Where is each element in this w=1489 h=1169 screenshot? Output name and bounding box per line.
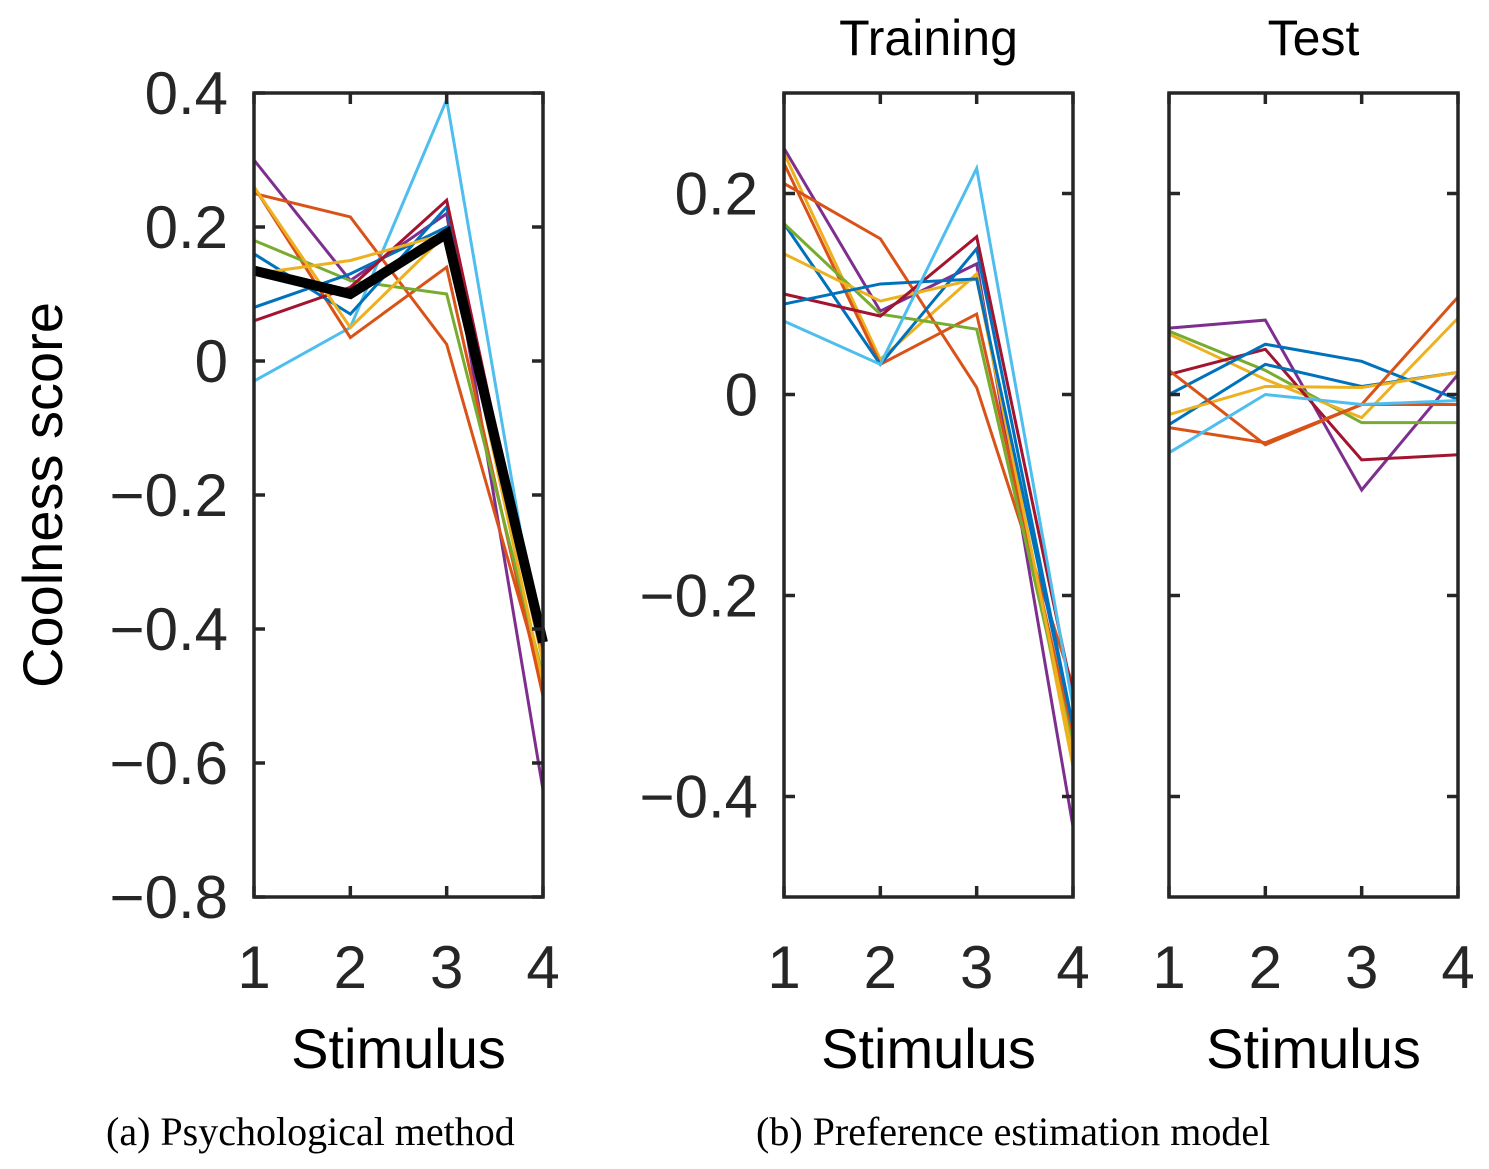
y-axis-label: Coolness score [11,302,74,688]
ytick-label: −0.6 [110,730,228,797]
series-line-training-s4 [783,182,1075,687]
ytick-label: −0.8 [110,864,228,931]
ytick-label: 0 [725,362,758,429]
xtick-label: 2 [334,934,367,1001]
series-line-training-s7 [783,252,1075,757]
ytick-label: 0.2 [145,194,228,261]
x-axis-label: Stimulus [291,1017,506,1080]
ytick-label: 0 [195,328,228,395]
chart-title: Training [839,10,1018,66]
xtick-label: 4 [1441,934,1474,1001]
xtick-label: 3 [430,934,463,1001]
caption-a: (a) Psychological method [106,1109,515,1154]
axes-box-test [1167,91,1460,899]
series-line-training-s10 [783,163,1075,707]
ytick-label: 0.4 [145,60,228,127]
series-line-training-s1 [782,147,1075,827]
series-line-training-s6 [782,222,1075,747]
xtick-label: 4 [1056,934,1089,1001]
xtick-label: 3 [1345,934,1378,1001]
xtick-label: 1 [767,934,800,1001]
series-line-psych-s5 [253,239,545,677]
series-line-test-s7 [1168,370,1459,417]
series-line-psych-s7 [253,224,545,643]
series-line-test-s5 [1168,342,1459,401]
axes-box-training [782,91,1075,899]
ytick-label: −0.2 [640,563,758,630]
series-line-psych-s2 [253,94,545,663]
ytick-label: −0.2 [110,462,228,529]
x-axis-label: Stimulus [821,1017,1036,1080]
x-axis-label: Stimulus [1206,1017,1421,1080]
xtick-label: 2 [1249,934,1282,1001]
series-line-psych-mean [252,225,548,644]
series-line-test-s4 [1168,347,1459,462]
ytick-label: −0.4 [110,596,228,663]
xtick-label: 4 [526,934,559,1001]
series-line-test-s10 [1168,392,1459,455]
caption-b: (b) Preference estimation model [756,1109,1271,1154]
ytick-label: −0.4 [640,764,758,831]
series-line-test-s9 [1168,403,1458,445]
series-line-test-s2 [1168,329,1458,425]
xtick-label: 2 [864,934,897,1001]
ytick-label: 0.2 [675,161,758,228]
xtick-label: 1 [1152,934,1185,1001]
series-line-psych-s6 [253,203,545,657]
chart-title: Test [1268,10,1360,66]
series-line-training-s8 [783,233,1075,697]
series-line-training-s5 [782,222,1075,727]
xtick-label: 1 [237,934,270,1001]
series-line-training-s9 [783,277,1075,727]
xtick-label: 3 [960,934,993,1001]
